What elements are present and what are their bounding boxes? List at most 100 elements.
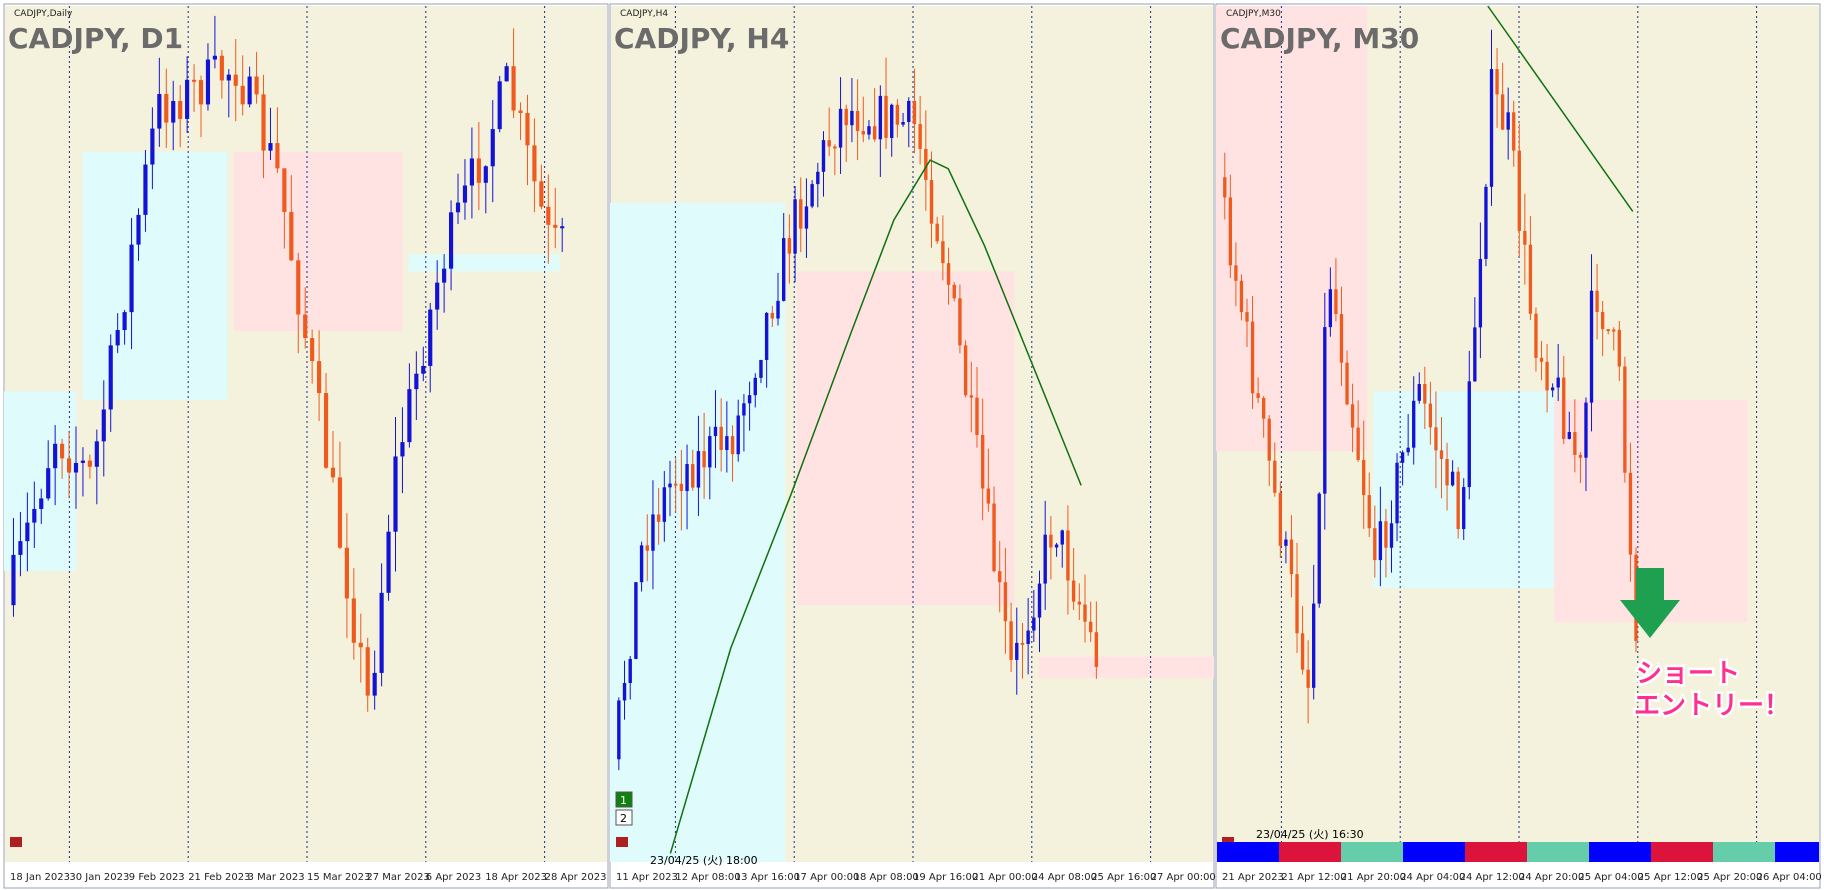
candle-body [907,100,911,123]
candle-body [1015,642,1019,660]
candle-body [462,185,468,203]
signal-bar [1527,842,1589,862]
candle-body [1071,580,1076,602]
candle-body [1428,403,1433,428]
candle-body [1595,290,1599,312]
candle-body [511,66,516,111]
candle-body [1384,521,1388,548]
x-axis-label: 24 Apr 04:00 [1400,872,1465,883]
candle-body [986,488,991,504]
candle-body [337,477,343,548]
zone [82,151,228,400]
candle-body [1495,69,1499,95]
candle-body [691,464,695,488]
candle-body [372,672,377,696]
candle-body [1066,530,1070,581]
candle-body [850,110,854,126]
signal-bar [1465,842,1527,862]
candle-body [901,122,905,125]
candle-body [546,206,551,225]
zone [408,254,560,272]
candle-body [150,128,155,165]
candle-body [1262,398,1266,419]
candle-body [80,460,86,463]
candle-body [867,126,871,135]
candle-body [759,359,763,378]
candle-body [992,503,996,572]
candle-body [719,426,723,451]
candle-body [1550,387,1555,391]
candle-body [73,462,79,473]
candle-body [1534,313,1538,358]
candle-body [421,365,426,374]
candle-body [1462,487,1466,530]
candle-body [1037,583,1042,618]
candle-body [753,377,757,396]
candle-body [448,212,454,269]
candle-body [539,181,544,207]
candle-body [247,76,252,105]
candle-body [1512,112,1516,151]
candle-body [1345,362,1349,405]
candle-body [330,467,336,478]
candle-body [1439,450,1444,459]
x-axis-label: 28 Apr 2023 [545,872,607,883]
candle-body [1356,427,1360,460]
candle-body [1578,454,1583,458]
candle-body [1489,69,1494,187]
candle-body [1088,621,1093,633]
x-axis-label: 27 Mar 2023 [366,872,429,883]
timestamp: 23/04/25 (火) 16:30 [1256,828,1364,841]
x-axis-label: 24 Apr 20:00 [1519,872,1584,883]
x-axis-label: 9 Feb 2023 [129,872,185,883]
down-arrow [1620,568,1680,638]
x-axis-label: 18 Apr 08:00 [854,872,919,883]
candle-body [268,143,273,151]
candle-body [1406,447,1410,453]
candle-body [1412,400,1416,448]
candle-body [1043,534,1047,584]
candle-body [685,464,689,492]
zone [4,391,77,571]
candle-body [912,100,917,125]
signal-bar [1341,842,1403,862]
candle-body [129,244,134,313]
x-axis-label: 13 Apr 16:00 [735,872,800,883]
candle-body [205,59,211,105]
candle-body [240,85,245,105]
candle-body [414,373,419,390]
candle-body [504,66,509,82]
moving-average [669,159,1082,854]
candle-body [518,110,523,114]
chart-title: CADJPY, D1 [8,22,183,55]
candle-body [11,554,16,606]
candle-body [1350,404,1355,428]
candle-body [143,164,148,215]
candle-body [1312,603,1316,688]
candle-body [793,199,797,254]
annotation: エントリー！ [1634,691,1790,721]
candle-body [1339,314,1344,363]
candle-body [303,314,308,338]
candle-body [855,110,860,132]
candle-body [1334,289,1338,315]
candle-body [998,571,1002,583]
candle-body [1600,311,1605,330]
signal-bar [1217,842,1279,862]
badge [615,791,633,808]
candle-body [1373,528,1377,561]
candle-body [1400,452,1405,463]
candle-body [108,345,113,410]
candle-body [1245,312,1249,322]
candle-body [296,260,301,315]
candle-body [924,148,928,181]
candle-body [1628,472,1633,555]
x-axis-label: 18 Jan 2023 [10,872,70,883]
candle-body [725,436,729,451]
candle-body [1026,630,1030,644]
candle-body [1612,329,1616,332]
candle-body [60,443,65,459]
signal-bar [1775,842,1819,862]
candle-body [628,658,632,684]
candle-body [191,79,197,82]
